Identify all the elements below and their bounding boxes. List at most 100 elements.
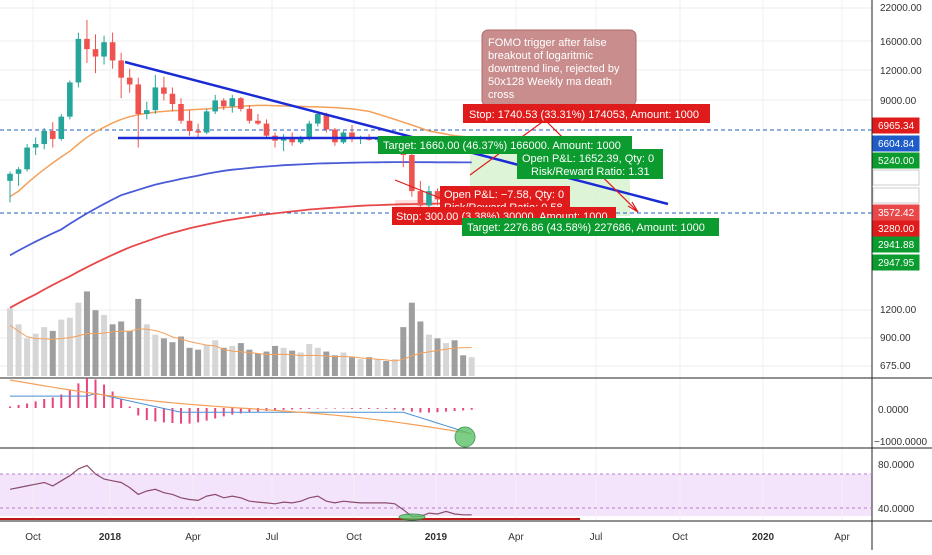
- macd-bar: [291, 408, 294, 410]
- macd-bar: [197, 408, 200, 423]
- macd-bar: [128, 406, 131, 408]
- candle: [24, 144, 30, 172]
- volume-bar: [160, 338, 167, 376]
- candle: [255, 114, 261, 126]
- macd-bar: [231, 408, 234, 415]
- macd-bar: [333, 408, 336, 409]
- price-badge: 6965.34: [872, 117, 920, 134]
- macd-bar: [445, 408, 448, 412]
- volume-bar: [323, 351, 330, 376]
- price-badge: 5224.81: [872, 169, 920, 186]
- candle: [238, 97, 244, 112]
- downtrend-line[interactable]: [124, 60, 669, 206]
- time-tick: Oct: [25, 532, 41, 543]
- note-line-4: 50x128 Weekly ma death: [488, 76, 612, 88]
- macd-bar: [239, 408, 242, 414]
- candle: [169, 87, 176, 112]
- time-tick: 2018: [99, 532, 122, 543]
- price-badge: 3280.00: [872, 220, 920, 237]
- macd-bar: [26, 403, 29, 408]
- candle: [84, 19, 90, 63]
- macd-bar: [316, 408, 319, 409]
- volume-bars: [7, 291, 475, 376]
- macd-bar: [171, 408, 174, 423]
- macd-bar: [180, 408, 182, 424]
- macd-bar: [436, 408, 439, 413]
- volume-bar: [101, 314, 108, 376]
- candle: [58, 114, 65, 141]
- macd-bar: [17, 405, 20, 408]
- ma-red-line: [9, 202, 472, 309]
- price-badges: 6965.34 6604.84 5240.00 5224.81 3580.00 3572.…: [872, 117, 920, 271]
- rr-top-text: Risk/Reward Ratio: 1.31: [531, 166, 650, 178]
- volume-bar: [246, 349, 253, 376]
- price-badge: 2947.95: [872, 254, 920, 271]
- macd-bar: [351, 408, 353, 409]
- volume-bar: [417, 321, 424, 376]
- volume-bar: [306, 344, 313, 376]
- macd-bar: [214, 408, 217, 419]
- volume-bar: [349, 357, 355, 376]
- time-axis[interactable]: Oct 2018 Apr Jul Oct 2019 Apr Jul Oct 2020 Apr: [25, 532, 850, 543]
- candle: [246, 105, 253, 124]
- price-axis[interactable]: 22000.00 16000.00 12000.00 9000.00 1200.00 90…: [880, 3, 922, 372]
- candle: [203, 108, 210, 135]
- volume-bar: [135, 298, 142, 376]
- candle: [101, 35, 107, 65]
- signal-line: [9, 379, 472, 435]
- svg-text:3280.00: 3280.00: [878, 224, 915, 235]
- svg-text:2941.88: 2941.88: [878, 240, 915, 251]
- volume-bar: [49, 330, 56, 376]
- volume-bar: [263, 351, 270, 376]
- volume-bar: [425, 334, 432, 376]
- price-tick: 22000.00: [880, 3, 922, 14]
- macd-tick-1: −1000.0000: [874, 437, 928, 448]
- target-label-bottom[interactable]: Target: 2276.86 (43.58%) 227686, Amount:…: [462, 218, 719, 236]
- volume-bar: [169, 342, 176, 376]
- stop-top-text: Stop: 1740.53 (33.31%) 174053, Amount: 1…: [469, 109, 699, 121]
- volume-bar: [143, 324, 150, 376]
- annotation-note[interactable]: FOMO trigger after false breakout of log…: [481, 29, 637, 107]
- candle: [152, 74, 159, 115]
- volume-bar: [272, 345, 279, 376]
- macd-bar: [68, 390, 71, 408]
- candle: [41, 127, 47, 150]
- candle: [32, 137, 39, 155]
- open-pl-label-top[interactable]: Open P&L: 1652.39, Qty: 0 Risk/Reward Ra…: [517, 149, 663, 179]
- candle: [135, 77, 142, 148]
- candle: [126, 68, 133, 93]
- ma-blue-line: [9, 161, 472, 257]
- volume-bar: [195, 349, 202, 376]
- volume-bar: [289, 350, 296, 376]
- price-tick: 1200.00: [880, 305, 917, 316]
- volume-bar: [237, 343, 244, 376]
- candle: [178, 98, 184, 124]
- macd-tick-0: 0.0000: [878, 405, 909, 416]
- svg-text:6965.34: 6965.34: [878, 121, 915, 132]
- volume-bar: [66, 317, 73, 376]
- note-line-2: breakout of logaritmic: [488, 50, 594, 62]
- volume-bar: [32, 333, 39, 376]
- macd-bar: [34, 401, 37, 408]
- stop-label-top[interactable]: Stop: 1740.53 (33.31%) 174053, Amount: 1…: [463, 104, 710, 123]
- volume-bar: [15, 324, 22, 376]
- svg-text:5224.81: 5224.81: [878, 173, 915, 184]
- svg-text:3580.00: 3580.00: [878, 191, 915, 202]
- macd-bar: [188, 408, 191, 424]
- volume-bar: [451, 340, 458, 376]
- candle: [323, 112, 330, 133]
- macd-bar: [274, 408, 277, 411]
- time-tick: Oct: [672, 532, 688, 543]
- price-badge: 2941.88: [872, 236, 920, 253]
- note-line-3: downtrend line, rejected by: [488, 63, 620, 75]
- volume-bar: [24, 338, 31, 376]
- macd-bar: [103, 384, 106, 408]
- volume-bar: [126, 330, 133, 376]
- macd-highlight: [454, 426, 476, 448]
- macd-bar: [402, 408, 405, 411]
- price-tick: 9000.00: [880, 96, 917, 107]
- macd-bar: [359, 408, 362, 409]
